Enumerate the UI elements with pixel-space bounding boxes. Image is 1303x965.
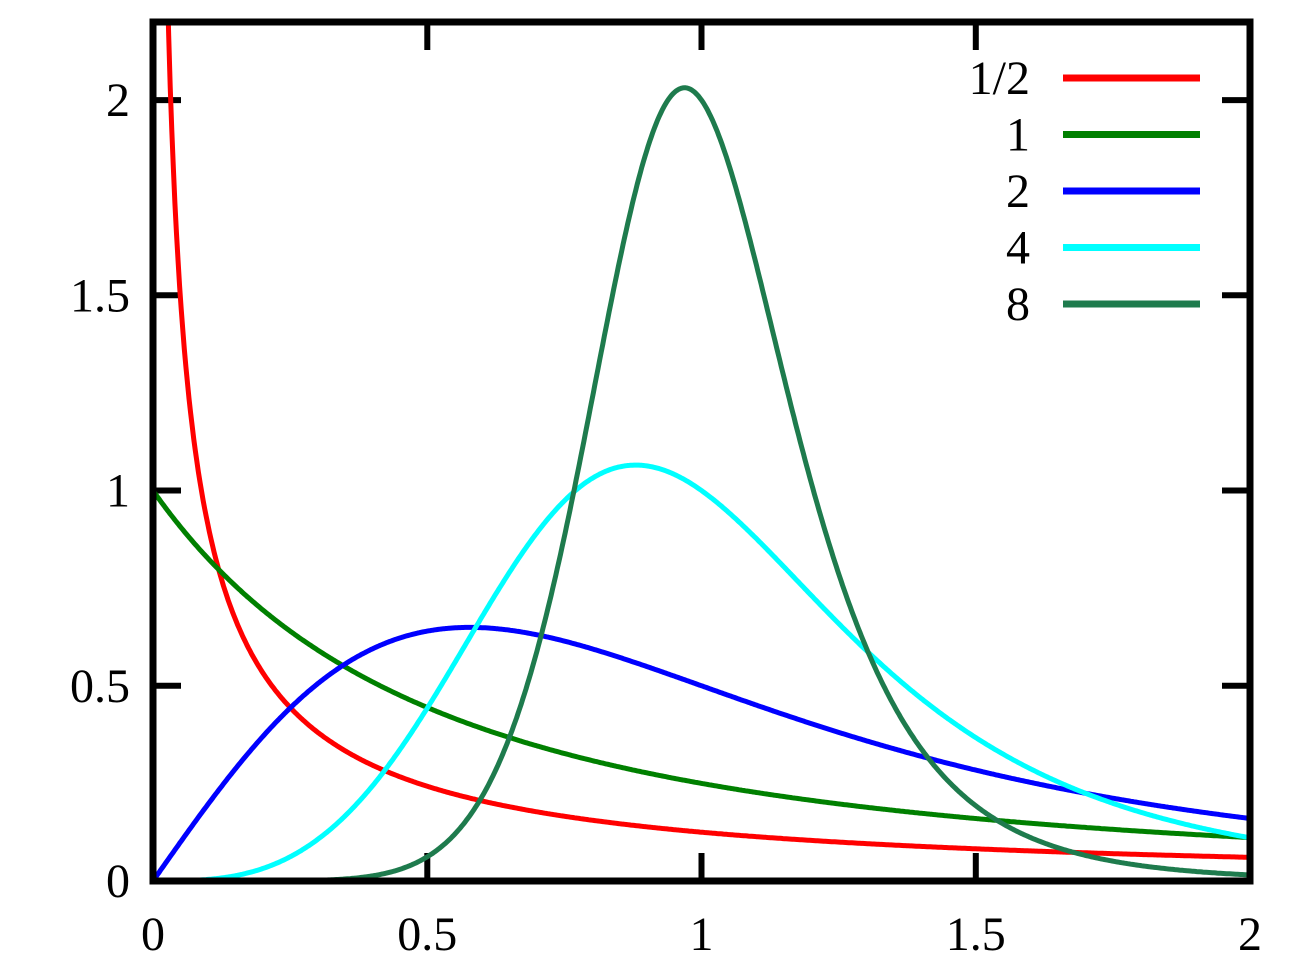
legend-row: 4 xyxy=(1006,222,1200,275)
y-tick-label: 1.5 xyxy=(70,269,130,322)
plot-border xyxy=(149,18,1254,885)
x-tick-label: 1 xyxy=(690,908,714,961)
curve-beta-4 xyxy=(153,462,1250,881)
y-tick-label: 2 xyxy=(106,74,130,127)
curve-beta-2 xyxy=(153,624,1250,881)
legend-row: 2 xyxy=(1006,165,1200,218)
legend-label: 1/2 xyxy=(969,52,1030,105)
tick-labels-group: 0 0.5 1 1.5 2 0 0.5 1 1.5 2 xyxy=(70,74,1262,961)
y-tick-label: 0 xyxy=(106,855,130,908)
y-tick-label: 1 xyxy=(106,465,130,518)
x-tick-label: 2 xyxy=(1238,908,1262,961)
y-tick-label: 0.5 xyxy=(70,660,130,713)
curve-beta-1 xyxy=(153,489,1250,841)
legend-label: 8 xyxy=(1006,278,1030,331)
legend-label: 4 xyxy=(1006,222,1030,275)
legend-label: 1 xyxy=(1006,109,1030,162)
legend-label: 2 xyxy=(1006,165,1030,218)
x-tick-label: 0.5 xyxy=(397,908,457,961)
legend-row: 1 xyxy=(1006,109,1200,162)
legend-row: 1/2 xyxy=(969,52,1200,105)
x-tick-label: 0 xyxy=(141,908,165,961)
legend-row: 8 xyxy=(1006,278,1200,331)
x-tick-label: 1.5 xyxy=(946,908,1006,961)
